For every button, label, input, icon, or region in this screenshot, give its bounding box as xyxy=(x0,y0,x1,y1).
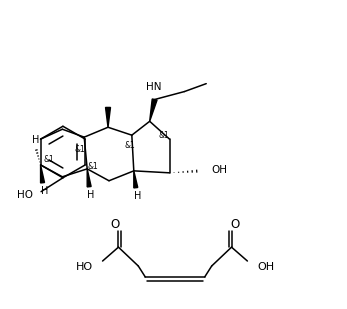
Text: H: H xyxy=(41,186,48,196)
Text: &1: &1 xyxy=(125,141,135,150)
Text: H: H xyxy=(134,191,142,201)
Polygon shape xyxy=(134,171,138,188)
Text: OH: OH xyxy=(257,262,274,272)
Text: HN: HN xyxy=(146,82,161,91)
Polygon shape xyxy=(105,108,110,127)
Text: H: H xyxy=(32,135,39,145)
Text: &1: &1 xyxy=(158,131,169,140)
Text: H: H xyxy=(87,190,95,200)
Polygon shape xyxy=(87,169,91,187)
Text: O: O xyxy=(111,218,120,231)
Text: O: O xyxy=(230,218,239,231)
Polygon shape xyxy=(150,99,157,121)
Text: HO: HO xyxy=(76,262,93,272)
Text: &1: &1 xyxy=(43,155,54,164)
Text: &1: &1 xyxy=(75,145,86,154)
Text: OH: OH xyxy=(211,165,227,175)
Text: HO: HO xyxy=(17,190,33,200)
Text: &1: &1 xyxy=(88,163,99,171)
Polygon shape xyxy=(41,165,44,183)
